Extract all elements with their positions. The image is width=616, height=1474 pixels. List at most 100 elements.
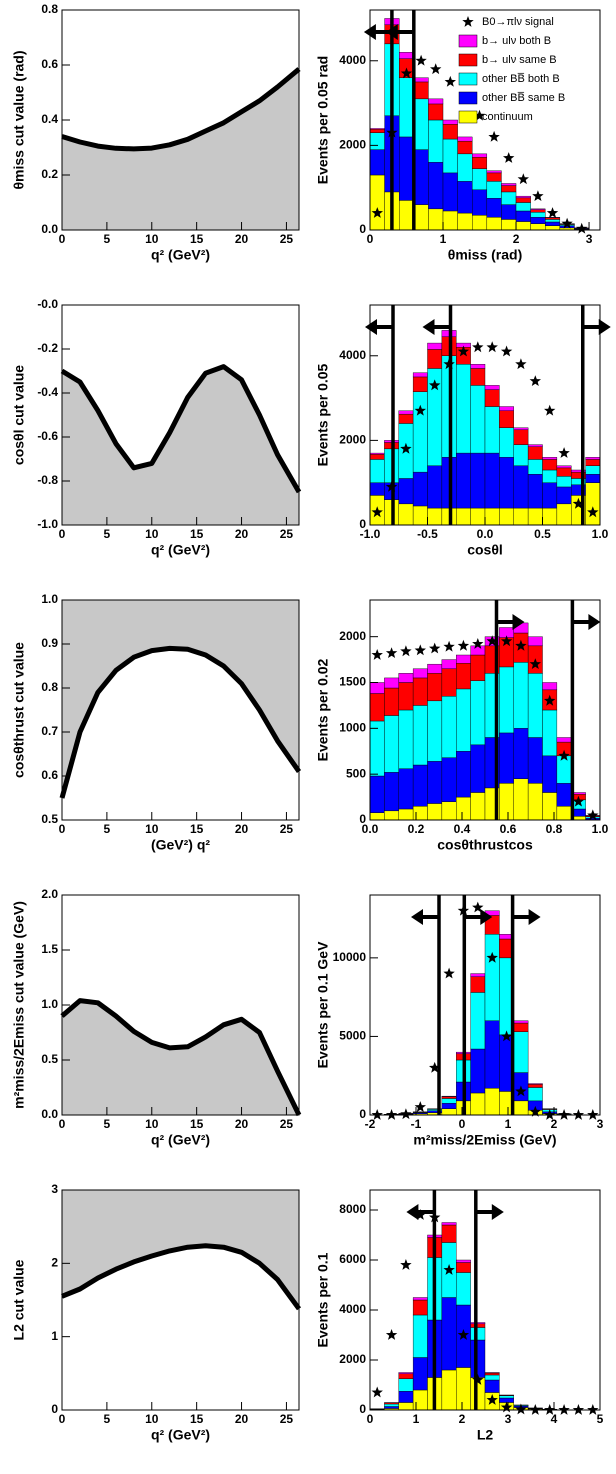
histogram-segment [556,783,572,807]
histogram-segment [398,413,414,424]
plot-frame [369,1189,601,1411]
legend-label: B0→πlν signal [482,16,554,28]
histogram-segment [398,503,414,526]
y-tick-label: 0.7 [41,724,58,738]
signal-star [572,795,585,807]
histogram-segment [470,368,486,386]
x-axis-label: q² (GeV²) [151,1132,210,1148]
signal-star [385,1329,398,1340]
histogram-segment [513,1100,529,1116]
histogram-segment [542,709,558,757]
signal-star [515,639,527,651]
y-tick-label: -0.2 [37,341,58,355]
x-tick-label: 10 [145,822,159,836]
histogram-segment [585,482,601,526]
histogram-segment [556,806,572,821]
histogram-segment [427,465,443,509]
histogram-segment [470,1339,486,1378]
histogram-segment [470,364,486,369]
x-tick-label: 25 [280,1117,294,1131]
y-tick-label: 2000 [339,1352,366,1366]
signal-star [429,1061,441,1073]
x-tick-label: 4 [551,1412,558,1426]
x-tick-label: 25 [280,527,294,541]
cut-arrow-head [512,614,525,630]
y-axis-label: Events per 0.05 rad [315,56,331,184]
histogram-segment [470,1092,486,1116]
histogram-segment [484,507,500,526]
x-tick-label: 15 [190,1117,204,1131]
histogram-segment [545,217,561,220]
histogram-segment [484,1088,500,1116]
shaded-region [62,1190,299,1309]
signal-star [529,658,541,669]
histogram-segment [470,744,486,793]
histogram-segment [369,174,385,231]
legend-swatch [458,110,478,124]
histogram-segment [513,1031,529,1073]
histogram-segment [441,1222,457,1226]
y-tick-label: 1000 [339,721,366,735]
x-tick-label: 0.2 [408,822,425,836]
histogram-segment [472,168,488,191]
y-tick-label: 0.8 [41,680,58,694]
histogram-segment [527,737,543,784]
histogram-segment [527,783,543,821]
signal-star [558,1109,570,1120]
histogram-segment [545,221,561,226]
histogram-segment [427,803,443,821]
x-tick-label: 0 [59,822,66,836]
histogram-segment [428,98,444,105]
histogram-segment [369,129,385,133]
signal-star [572,1404,585,1415]
signal-star [529,1105,541,1117]
legend-swatch [458,91,478,105]
x-tick-label: 0.0 [362,822,379,836]
histogram-segment [441,1096,457,1099]
histogram-segment [441,1369,457,1411]
signal-star [414,404,426,416]
signal-star [443,967,455,979]
histogram-segment [457,181,473,214]
histogram-segment [484,389,500,407]
histogram-segment [513,427,529,431]
histogram-segment [484,934,500,1021]
histogram-segment [398,768,414,810]
x-tick-label: 3 [505,1412,512,1426]
histogram-segment [427,761,443,804]
histogram-segment [527,459,543,475]
x-tick-label: 25 [280,1412,294,1426]
y-tick-label: 0.0 [41,1107,58,1121]
histogram-segment [484,385,500,390]
signal-star [488,130,500,142]
plot-frame [61,1189,300,1411]
signal-star [515,1403,527,1415]
histogram-segment [470,507,486,526]
histogram-segment [513,444,529,466]
y-axis-label: Events per 0.02 [315,658,331,761]
histogram-segment [513,465,529,509]
y-axis-label: L2 cut value [11,1259,27,1340]
histogram-segment [456,507,471,526]
histogram-segment [542,755,558,793]
y-tick-label: 0.0 [41,222,58,236]
y-tick-label: 2000 [339,433,366,447]
y-tick-label: 0.8 [41,2,58,16]
histogram-segment [499,427,514,458]
histogram-segment [501,204,517,220]
histogram-segment [412,1357,428,1391]
histogram-segment [412,806,428,821]
histogram-segment [441,801,457,821]
signal-star [400,442,412,454]
y-tick-label: 8000 [339,1202,366,1216]
histogram-segment [369,132,385,150]
histogram-segment [399,52,415,59]
y-tick-label: -0.0 [37,297,58,311]
histogram-segment [399,77,415,138]
histogram-segment [545,225,561,231]
histogram-segment [527,507,543,526]
cut-curve [60,364,302,494]
y-tick-label: 500 [346,766,366,780]
x-tick-label: 0.4 [454,822,471,836]
histogram-segment [369,682,385,694]
